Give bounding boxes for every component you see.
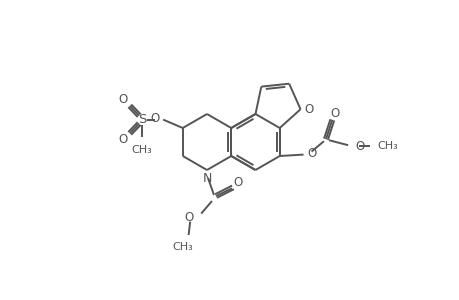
Text: O: O [307,147,316,160]
Text: N: N [202,172,211,185]
Text: O: O [118,133,127,146]
Text: O: O [118,93,127,106]
Text: O: O [304,103,313,116]
Text: O: O [184,211,193,224]
Text: O: O [233,176,242,189]
Text: CH₃: CH₃ [131,146,152,155]
Text: S: S [138,113,146,126]
Text: CH₃: CH₃ [376,141,397,151]
Text: O: O [354,140,364,153]
Text: O: O [330,107,339,120]
Text: CH₃: CH₃ [172,242,193,252]
Text: O: O [150,112,159,125]
